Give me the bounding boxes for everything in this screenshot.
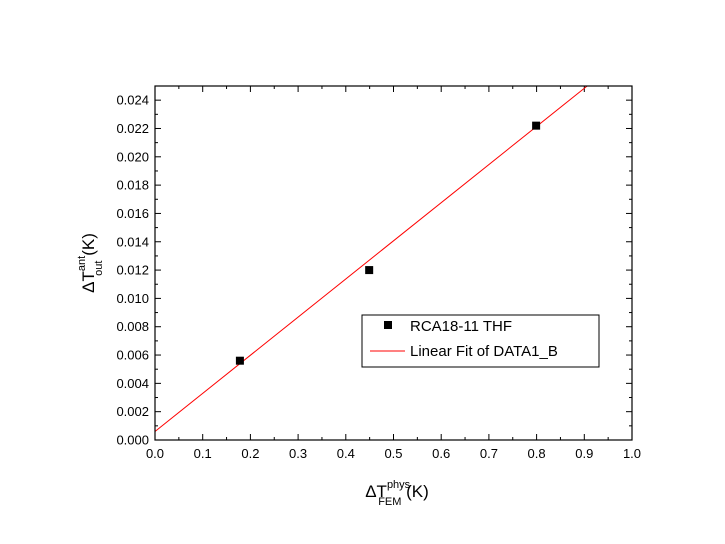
y-tick-label: 0.000 <box>116 433 149 448</box>
y-tick-label: 0.008 <box>116 319 149 334</box>
fit-line-layer <box>154 85 588 432</box>
legend-label-fit: Linear Fit of DATA1_B <box>410 343 558 360</box>
x-tick-label: 0.0 <box>146 446 164 461</box>
legend-box <box>361 314 600 368</box>
data-points <box>235 121 541 365</box>
data-point <box>532 121 541 130</box>
x-tick-label: 1.0 <box>623 446 641 461</box>
legend-marker-square <box>384 321 392 329</box>
y-tick-label: 0.022 <box>116 121 149 136</box>
plot-frame <box>154 85 633 441</box>
linear-fit-line <box>154 85 588 432</box>
y-tick-label: 0.018 <box>116 178 149 193</box>
x-tick-label: 0.9 <box>575 446 593 461</box>
x-axis-title: ΔTphys FEM (K) <box>365 479 429 508</box>
y-tick-label: 0.020 <box>116 149 149 164</box>
y-tick-label: 0.024 <box>116 93 149 108</box>
data-point <box>365 266 374 275</box>
y-tick-label: 0.010 <box>116 291 149 306</box>
y-tick-label: 0.012 <box>116 263 149 278</box>
x-tick-label: 0.4 <box>337 446 355 461</box>
x-tick-label: 0.1 <box>194 446 212 461</box>
legend: RCA18-11 THF Linear Fit of DATA1_B <box>361 314 600 368</box>
y-tick-label: 0.014 <box>116 234 149 249</box>
y-axis-title: ΔTant out (K) <box>76 233 105 293</box>
axis-ticks: 0.0 0.1 0.2 0.3 0.4 0.5 0.6 0.7 0.8 0.9 1.0 0.000 0.… <box>116 85 641 461</box>
y-tick-label: 0.004 <box>116 376 149 391</box>
y-tick-label: 0.006 <box>116 348 149 363</box>
x-tick-label: 0.7 <box>480 446 498 461</box>
x-tick-label: 0.3 <box>289 446 307 461</box>
legend-label-data: RCA18-11 THF <box>410 318 512 335</box>
data-point <box>235 356 244 365</box>
y-tick-label: 0.016 <box>116 206 149 221</box>
x-tick-label: 0.6 <box>432 446 450 461</box>
x-tick-label: 0.2 <box>241 446 259 461</box>
x-tick-label: 0.8 <box>528 446 546 461</box>
x-tick-label: 0.5 <box>384 446 402 461</box>
y-tick-label: 0.002 <box>116 404 149 419</box>
